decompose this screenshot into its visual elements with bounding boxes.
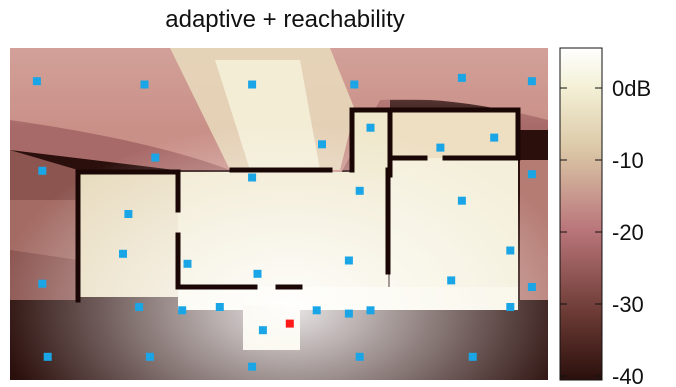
colorbar-tick-label: 0dB <box>612 76 651 101</box>
sensor-marker <box>344 309 353 318</box>
colorbar-tick-label: -40 <box>612 364 644 387</box>
sensor-marker <box>258 326 267 335</box>
sensor-marker <box>38 279 47 288</box>
sensor-marker <box>447 276 456 285</box>
colorbar-ticks: 0dB -10 -20 -30 -40 <box>560 76 651 387</box>
colorbar-tick-label: -20 <box>612 220 644 245</box>
sensor-marker <box>318 140 326 149</box>
colorbar-tick-label: -30 <box>612 292 644 317</box>
sensor-marker <box>527 77 536 86</box>
sensor-marker <box>366 306 375 315</box>
sensor-marker <box>468 352 477 361</box>
colorbar-tick-label: -10 <box>612 148 644 173</box>
sensor-marker <box>253 269 262 278</box>
sensor-marker <box>350 80 359 89</box>
sensor-marker <box>119 249 127 258</box>
sensor-marker <box>178 306 187 315</box>
sensor-marker <box>38 166 47 175</box>
sensor-marker <box>183 259 192 268</box>
sensor-marker <box>151 153 160 162</box>
colorbar <box>559 47 603 381</box>
sensor-marker <box>32 77 41 86</box>
sensor-marker <box>366 123 375 132</box>
sensor-marker <box>140 80 149 89</box>
sensor-marker <box>312 306 321 315</box>
sensor-marker <box>124 210 133 218</box>
chart-title: adaptive + reachability <box>165 6 405 33</box>
sensor-marker <box>355 186 364 195</box>
sensor-marker <box>457 73 466 82</box>
building-walls <box>75 107 521 303</box>
sensor-marker <box>248 173 257 182</box>
sensor-marker <box>527 170 536 179</box>
sensor-marker <box>135 303 144 311</box>
sensor-marker <box>248 362 257 371</box>
heatmap-field <box>10 48 548 380</box>
sensor-marker <box>215 303 224 311</box>
sensor-marker <box>145 352 154 361</box>
sensor-markers <box>32 73 536 371</box>
sensor-marker <box>527 283 536 291</box>
sensor-marker <box>490 133 499 142</box>
sensor-marker <box>248 80 257 89</box>
sensor-marker <box>436 143 445 152</box>
sensor-marker <box>506 303 515 311</box>
sensor-marker <box>457 196 466 205</box>
sensor-marker <box>506 246 515 255</box>
sensor-marker <box>43 352 52 361</box>
sensor-marker <box>344 256 353 265</box>
source-marker <box>285 319 294 328</box>
sensor-marker <box>355 352 364 361</box>
